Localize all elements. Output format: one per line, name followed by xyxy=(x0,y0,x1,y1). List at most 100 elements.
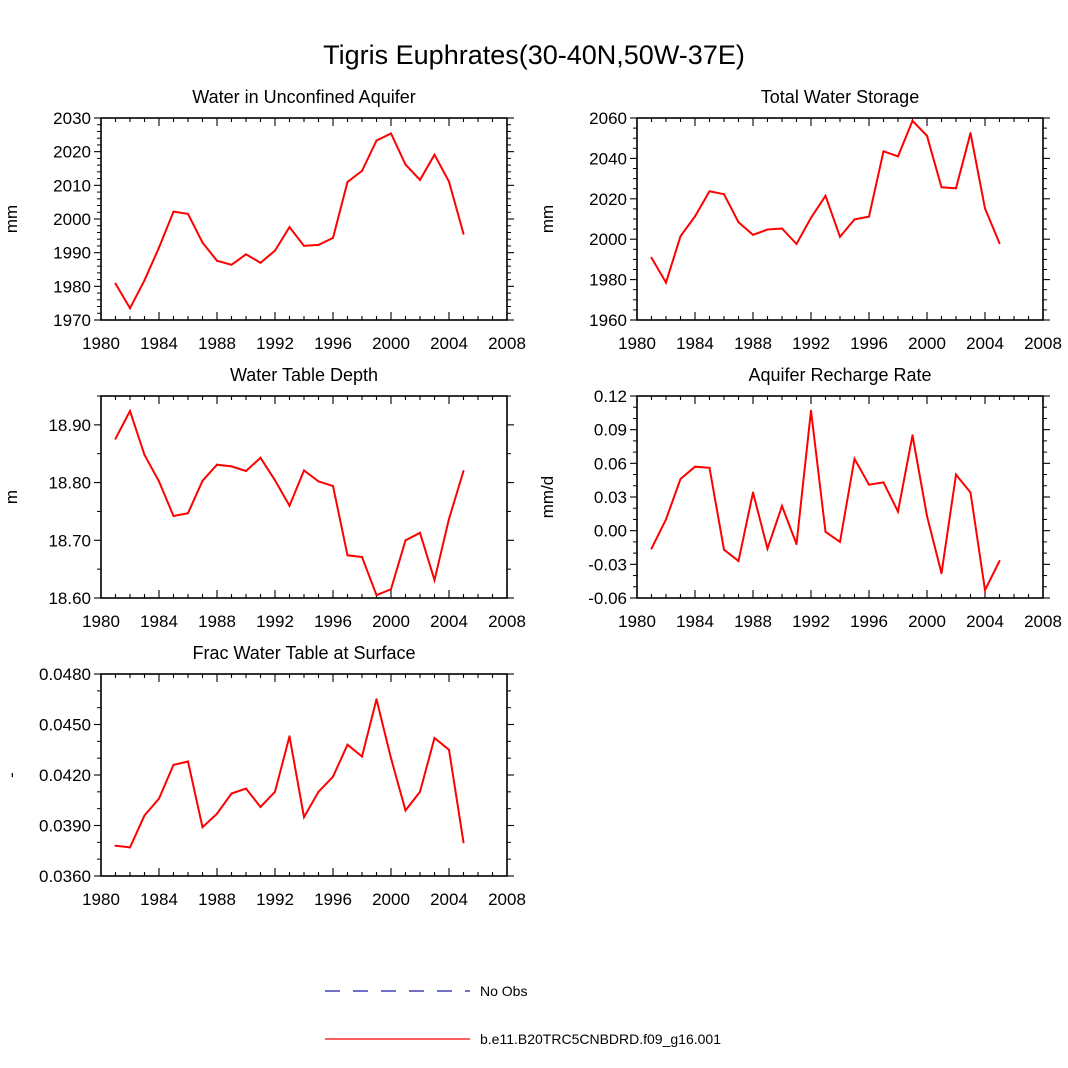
data-point xyxy=(737,559,740,562)
data-point xyxy=(274,479,276,482)
data-point xyxy=(332,775,334,778)
data-point xyxy=(708,466,711,469)
y-tick-label: 2060 xyxy=(589,109,627,128)
data-point xyxy=(317,790,320,793)
data-point xyxy=(810,409,812,412)
plot-frame xyxy=(100,395,508,599)
data-point xyxy=(462,232,465,235)
y-tick-label: 0.09 xyxy=(594,421,627,440)
data-point xyxy=(216,259,218,262)
y-tick-label: 18.80 xyxy=(48,474,91,493)
y-tick-label: 2020 xyxy=(53,143,91,162)
y-tick-label: 2000 xyxy=(589,230,627,249)
data-point xyxy=(766,228,769,231)
x-tick-label: 2000 xyxy=(372,612,410,631)
data-point xyxy=(361,556,363,559)
data-point xyxy=(694,465,696,468)
x-tick-label: 1984 xyxy=(140,612,178,631)
data-point xyxy=(201,826,204,829)
data-point xyxy=(245,470,247,473)
data-point xyxy=(433,153,436,156)
data-point xyxy=(984,207,986,210)
data-point xyxy=(868,215,870,218)
y-tick-label: 0.0480 xyxy=(39,665,91,684)
data-point xyxy=(129,846,131,849)
data-point xyxy=(346,554,349,557)
data-point xyxy=(998,242,1001,245)
series-line xyxy=(115,699,465,849)
x-tick-label: 1988 xyxy=(198,334,236,353)
data-point xyxy=(375,698,378,701)
chart-panel-4: 1980 1984 1988 1992 1996 2000 2004 2008 -0.06 -0.… xyxy=(538,365,1062,631)
data-point xyxy=(404,809,407,812)
data-point xyxy=(143,453,146,456)
y-tick-label: 0.0390 xyxy=(39,817,91,836)
x-tick-label: 1984 xyxy=(140,890,178,909)
data-point xyxy=(187,212,189,215)
data-point xyxy=(129,307,131,310)
data-point xyxy=(375,594,378,597)
data-point xyxy=(781,227,783,230)
y-tick-label: 1980 xyxy=(53,277,91,296)
x-tick-label: 1996 xyxy=(314,612,352,631)
x-tick-label: 2004 xyxy=(430,890,468,909)
data-point xyxy=(679,235,682,238)
data-point xyxy=(288,504,291,507)
x-tick-label: 1992 xyxy=(256,334,294,353)
y-tick-label: 0.06 xyxy=(594,454,627,473)
data-point xyxy=(332,485,334,488)
data-point xyxy=(998,559,1001,562)
data-point xyxy=(317,480,320,483)
data-point xyxy=(419,531,421,534)
data-point xyxy=(404,539,407,542)
data-point xyxy=(665,518,667,521)
data-point xyxy=(795,243,798,246)
data-point xyxy=(259,805,262,808)
x-tick-label: 1980 xyxy=(618,334,656,353)
data-point xyxy=(216,812,218,815)
data-point xyxy=(259,456,262,459)
data-point xyxy=(346,180,349,183)
y-axis-label: m xyxy=(2,490,21,504)
y-tick-label: 2000 xyxy=(53,210,91,229)
data-point xyxy=(824,194,827,197)
y-tick-label: 1960 xyxy=(589,311,627,330)
x-tick-label: 2004 xyxy=(966,334,1004,353)
data-point xyxy=(984,589,986,592)
data-point xyxy=(940,572,943,575)
data-point xyxy=(839,540,841,543)
y-tick-label: 18.90 xyxy=(48,416,91,435)
x-tick-label: 1996 xyxy=(850,334,888,353)
data-point xyxy=(433,736,436,739)
data-point xyxy=(926,134,928,137)
data-point xyxy=(839,235,841,238)
data-point xyxy=(187,760,189,763)
y-tick-label: 1990 xyxy=(53,244,91,263)
x-tick-label: 1996 xyxy=(314,890,352,909)
data-point xyxy=(158,797,160,800)
x-tick-label: 1992 xyxy=(792,334,830,353)
chart-title: Frac Water Table at Surface xyxy=(192,643,415,663)
data-point xyxy=(346,743,349,746)
series-line xyxy=(114,408,465,597)
data-point xyxy=(332,236,334,239)
x-tick-label: 1988 xyxy=(198,612,236,631)
data-point xyxy=(245,253,247,256)
y-tick-label: -0.06 xyxy=(588,589,627,608)
legend: No Obs b.e11.B20TRC5CNBDRD.f09_g16.001 xyxy=(325,983,721,1047)
series-line xyxy=(114,132,465,311)
y-tick-label: 2010 xyxy=(53,176,91,195)
data-point xyxy=(708,190,711,193)
data-point xyxy=(853,218,856,221)
data-point xyxy=(868,483,870,486)
data-point xyxy=(448,748,450,751)
data-point xyxy=(723,193,725,196)
x-tick-label: 2008 xyxy=(1024,612,1062,631)
data-point xyxy=(259,261,262,264)
x-tick-label: 2008 xyxy=(1024,334,1062,353)
data-point xyxy=(694,215,696,218)
data-point xyxy=(795,543,798,546)
data-point xyxy=(230,792,233,795)
data-point xyxy=(303,469,305,472)
